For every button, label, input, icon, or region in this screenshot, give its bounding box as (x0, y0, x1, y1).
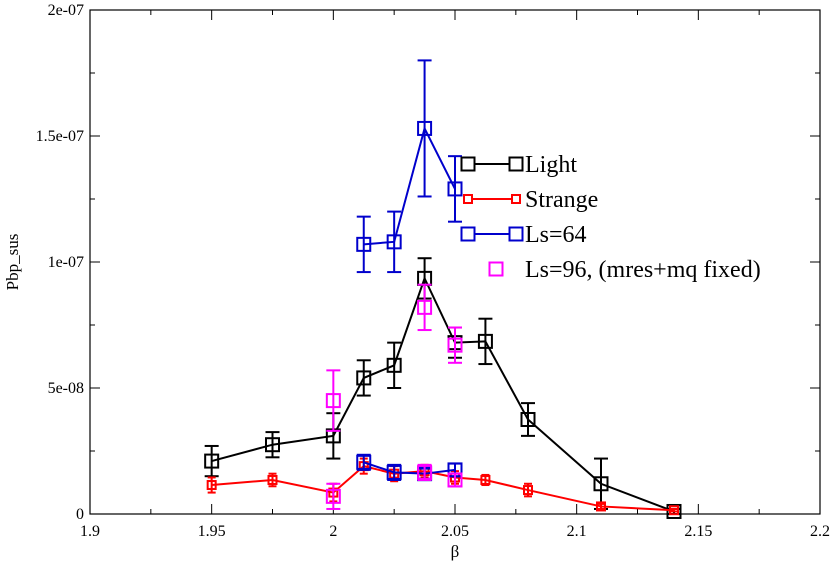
x-tick-label: 1.95 (198, 523, 226, 540)
legend-label: Light (525, 152, 577, 178)
data-point (267, 474, 278, 485)
data-point (356, 454, 372, 470)
legend-label: Ls=64 (525, 222, 587, 248)
legend-label: Strange (525, 187, 598, 213)
data-point (447, 181, 463, 197)
series-ls-96-mres-mq-fixed- (325, 283, 463, 510)
y-tick-label: 5e-08 (48, 380, 84, 397)
legend-marker (508, 226, 524, 242)
legend-label: Ls=96, (mres+mq fixed) (525, 257, 761, 283)
x-tick-label: 2 (329, 523, 337, 540)
data-point (417, 464, 433, 480)
legend-marker (460, 156, 476, 172)
data-point (669, 505, 679, 516)
legend-item: Light (460, 152, 577, 178)
x-tick-label: 2.1 (567, 523, 587, 540)
legend-item: Strange (463, 187, 598, 213)
data-point (593, 476, 609, 492)
legend-item: Ls=64 (460, 222, 587, 248)
data-point (386, 464, 402, 480)
data-point (596, 501, 606, 512)
series-light (204, 257, 682, 519)
data-point (523, 485, 533, 496)
data-point (666, 503, 682, 519)
x-tick-label: 1.9 (80, 523, 100, 540)
data-point (447, 337, 463, 353)
x-axis-label: β (451, 542, 460, 561)
series-line (363, 125, 456, 246)
data-point (386, 357, 402, 373)
data-point (417, 120, 433, 136)
y-axis-ticks: 0 5e-08 1e-07 1.5e-07 2e-07 (36, 2, 820, 523)
data-point (480, 474, 491, 485)
legend-marker (463, 194, 473, 204)
y-tick-label: 1e-07 (48, 254, 84, 271)
x-tick-label: 2.15 (684, 523, 712, 540)
data-point (447, 472, 463, 488)
legend-marker (460, 226, 476, 242)
data-point (204, 453, 220, 469)
y-tick-label: 2e-07 (48, 2, 84, 19)
x-tick-label: 2.2 (810, 523, 830, 540)
data-point (265, 437, 280, 453)
data-point (477, 333, 493, 349)
series-layer (204, 59, 682, 519)
y-tick-label: 1.5e-07 (36, 128, 84, 145)
data-point (417, 299, 433, 315)
data-point (356, 236, 372, 252)
y-axis-label: Pbp_sus (3, 234, 22, 291)
data-point (386, 234, 402, 250)
data-point (206, 480, 217, 491)
data-point (325, 393, 341, 409)
y-tick-label: 0 (76, 506, 84, 523)
data-point (325, 488, 341, 504)
series-ls-64 (356, 59, 463, 274)
data-point (356, 370, 372, 386)
legend-marker (508, 156, 524, 172)
legend-marker (488, 261, 504, 277)
x-axis-ticks: 1.9 1.95 2 2.05 2.1 2.15 2.2 (80, 10, 830, 540)
series-line (363, 461, 456, 475)
legend-item: Ls=96, (mres+mq fixed) (488, 257, 761, 283)
data-point (520, 412, 536, 427)
x-tick-label: 2.05 (441, 523, 469, 540)
legend: Light Strange Ls=64 Ls=96, (mres+mq fixed) (460, 152, 761, 283)
legend-marker (511, 194, 521, 204)
